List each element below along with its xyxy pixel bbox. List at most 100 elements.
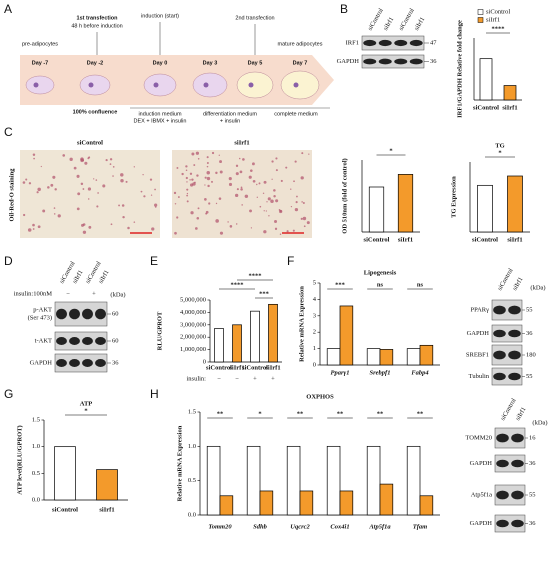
bar [366,348,381,366]
lipid-droplet [239,170,243,174]
bar [507,175,523,233]
band [363,58,377,65]
lipid-droplet [33,157,35,160]
kda-label: 60 [112,310,119,317]
cell [79,74,111,96]
lipid-droplet [286,230,289,233]
band [95,337,106,345]
band [82,308,93,320]
lipid-droplet [96,205,99,208]
stain-image [172,150,312,238]
lipid-droplet [301,201,303,203]
lipid-droplet [186,192,189,195]
group-label: siControl [77,139,103,146]
lipid-droplet [80,182,84,186]
band [508,329,521,338]
bar [214,328,224,363]
panel-label: A [4,2,12,16]
step: 2nd transfection [235,15,274,21]
lipid-droplet [112,175,114,177]
y-tick-label: 0.0 [188,511,196,518]
lipid-droplet [271,178,273,180]
lipid-droplet [219,170,223,174]
lipid-droplet [121,204,125,207]
lipid-droplet [191,178,194,181]
lipid-droplet [279,209,283,214]
stain-image [20,150,160,238]
kda-label: 55 [526,306,533,313]
panel-label: H [150,387,159,401]
row-label: Atp5f1a [471,491,492,498]
lipid-droplet [154,206,157,208]
bar [232,324,242,363]
band [82,359,93,367]
lipid-droplet [235,164,239,168]
lipid-droplet [206,176,211,181]
cell [280,70,320,100]
sig-label: ** [297,410,304,417]
bar [419,495,434,516]
lipid-droplet [302,201,305,204]
lipid-droplet [273,195,276,198]
band [56,359,67,367]
x-tick-label: siIrf1 [502,104,517,111]
lipid-droplet [149,178,153,181]
band [95,359,106,367]
sig-label: * [84,407,87,414]
nucleus [203,82,209,88]
lipid-droplet [256,196,258,198]
panel-label: E [150,254,158,268]
step: induction (start) [141,13,179,19]
chart-title: OXPHOS [306,393,334,400]
band [95,308,106,320]
band [496,433,509,443]
lipid-droplet [69,157,73,161]
y-axis-label: IRF1/GAPDH Relative fold change [456,20,463,118]
kda-title: (kDa) [530,284,545,291]
kda-label: 36 [112,359,119,366]
lipid-droplet [22,213,26,217]
lipid-droplet [300,217,303,220]
y-tick-label: 1 [313,345,316,352]
lipid-droplet [274,227,278,230]
lipid-droplet [256,183,258,186]
lipid-droplet [206,165,209,168]
lipid-droplet [133,166,135,168]
lipid-droplet [154,188,156,191]
x-tick-label: siControl [472,236,498,243]
lipid-droplet [235,172,239,176]
kda-label: 55 [529,491,536,498]
band [511,433,524,443]
lipid-droplet [235,223,238,225]
bar [268,303,278,363]
lipid-droplet [81,223,84,227]
lipid-droplet [262,192,265,195]
lipid-droplet [40,165,42,168]
lipid-droplet [88,225,92,229]
y-tick-label: 5 [313,279,316,286]
row-label: t-AKT [35,337,52,344]
lipid-droplet [110,223,113,226]
legend-swatch [477,9,484,15]
y-tick-label: 0.5 [188,477,196,484]
lipid-droplet [249,169,253,172]
lipid-droplet [265,210,267,212]
medium: induction medium [138,111,182,117]
bar [299,490,314,516]
day-label: Day -7 [32,60,49,66]
lipid-droplet [190,211,194,215]
group-label: siIrf1 [234,139,249,146]
x-tick-label: Uqcrc2 [290,523,310,530]
band [363,39,377,47]
lipid-droplet [252,179,256,183]
cell [236,71,274,99]
lipid-droplet [275,169,278,172]
band [69,308,80,320]
lipid-droplet [87,187,92,191]
lipid-droplet [240,186,243,189]
lipid-droplet [87,198,90,200]
lipid-droplet [267,197,271,201]
lipid-droplet [207,184,210,188]
step: 1st transfection [77,15,119,21]
lipid-droplet [185,165,188,168]
